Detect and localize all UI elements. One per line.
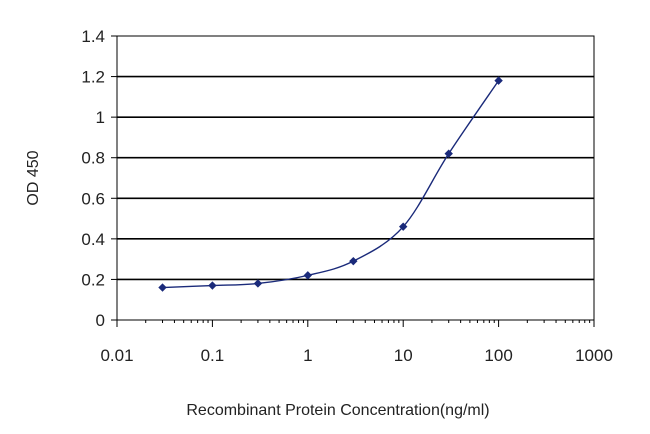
data-point xyxy=(349,256,358,266)
x-tick-label: 0.01 xyxy=(100,346,133,365)
x-axis-title: Recombinant Protein Concentration(ng/ml) xyxy=(186,402,489,419)
x-tick-label: 10 xyxy=(394,346,413,365)
data-point xyxy=(208,281,217,290)
data-point xyxy=(158,283,167,292)
data-point xyxy=(494,76,503,85)
y-tick-label: 1.4 xyxy=(81,27,105,46)
y-tick-label: 0.2 xyxy=(81,270,105,289)
x-tick-label: 100 xyxy=(484,346,512,365)
x-axis: 0.01 0.1 1 10 100 1000 xyxy=(100,320,613,365)
series-line xyxy=(162,80,500,289)
x-tick-label: 1000 xyxy=(575,346,613,365)
y-tick-label: 0.6 xyxy=(81,189,105,208)
data-point xyxy=(399,222,408,231)
x-tick-label: 1 xyxy=(303,346,312,365)
y-tick-label: 0.4 xyxy=(81,230,105,249)
data-point xyxy=(253,279,263,288)
y-axis-title: OD 450 xyxy=(25,150,42,205)
y-tick-label: 0 xyxy=(96,311,105,330)
data-point xyxy=(444,149,453,158)
data-points xyxy=(158,76,503,292)
plot-frame xyxy=(116,35,595,321)
y-tick-label: 0.8 xyxy=(81,149,105,168)
y-axis: 0 0.2 0.4 0.6 0.8 1 1.2 1.4 xyxy=(81,27,117,330)
x-tick-label: 0.1 xyxy=(201,346,225,365)
grid-layer xyxy=(117,75,594,281)
data-point xyxy=(303,271,312,280)
y-tick-label: 1.2 xyxy=(81,68,105,87)
y-tick-label: 1 xyxy=(96,108,105,127)
